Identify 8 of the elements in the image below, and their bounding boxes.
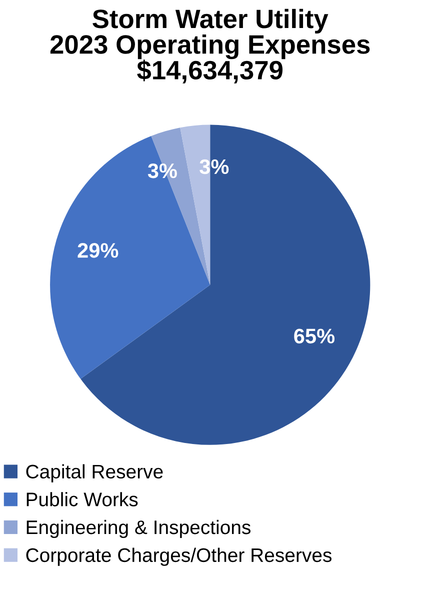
legend-label: Public Works [26,492,138,506]
data-label: 29% [78,243,118,258]
legend-label: Capital Reserve [26,464,163,482]
data-label: 3% [148,163,177,178]
chart-title: Storm Water Utility 2023 Operating Expenses $14,634,379 [50,8,370,84]
legend-label: Engineering & Inspections [26,520,250,538]
legend-label: Corporate Charges/Other Reserves [26,548,332,566]
data-label: 65% [294,328,335,344]
